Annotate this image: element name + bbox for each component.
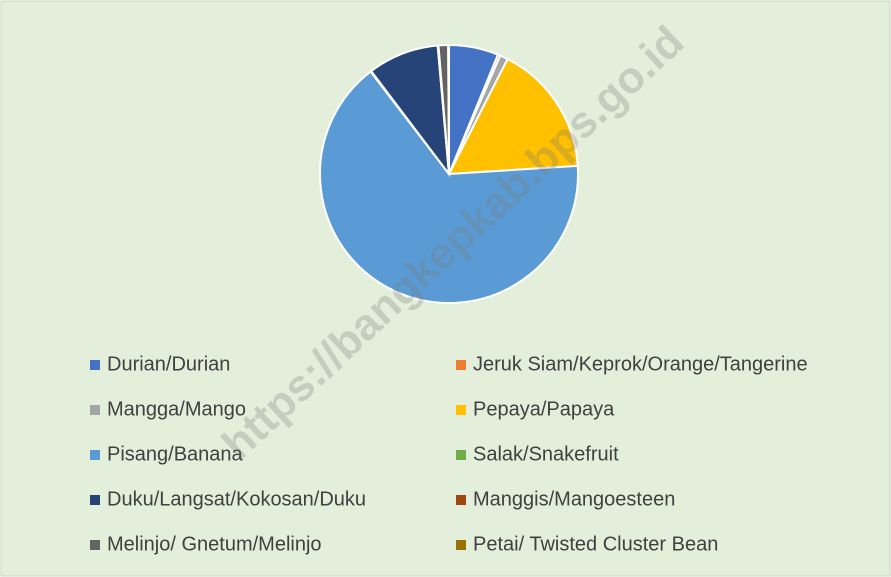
legend-swatch: [456, 495, 466, 505]
legend-swatch: [456, 450, 466, 460]
pie: [319, 43, 579, 304]
legend-swatch: [90, 450, 100, 460]
legend-label: Melinjo/ Gnetum/Melinjo: [107, 533, 322, 555]
legend-label: Durian/Durian: [107, 353, 230, 375]
legend-label: Pepaya/Papaya: [473, 398, 615, 420]
legend-label: Petai/ Twisted Cluster Bean: [473, 533, 718, 555]
legend-label: Duku/Langsat/Kokosan/Duku: [107, 488, 366, 510]
legend-swatch: [90, 360, 100, 370]
legend-swatch: [456, 540, 466, 550]
legend-label: Pisang/Banana: [107, 443, 244, 465]
legend-swatch: [90, 495, 100, 505]
legend: Durian/Durian Jeruk Siam/Keprok/Orange/Ta…: [90, 353, 808, 555]
legend-label: Manggis/Mangoesteen: [473, 488, 675, 510]
legend-swatch: [456, 360, 466, 370]
pie-slice: [447, 43, 450, 175]
legend-swatch: [90, 405, 100, 415]
legend-label: Mangga/Mango: [107, 398, 246, 420]
legend-swatch: [90, 540, 100, 550]
legend-swatch: [456, 405, 466, 415]
legend-label: Salak/Snakefruit: [473, 443, 619, 465]
legend-label: Jeruk Siam/Keprok/Orange/Tangerine: [473, 353, 808, 375]
pie-slice: [319, 70, 579, 304]
pie-slice: [447, 57, 579, 176]
